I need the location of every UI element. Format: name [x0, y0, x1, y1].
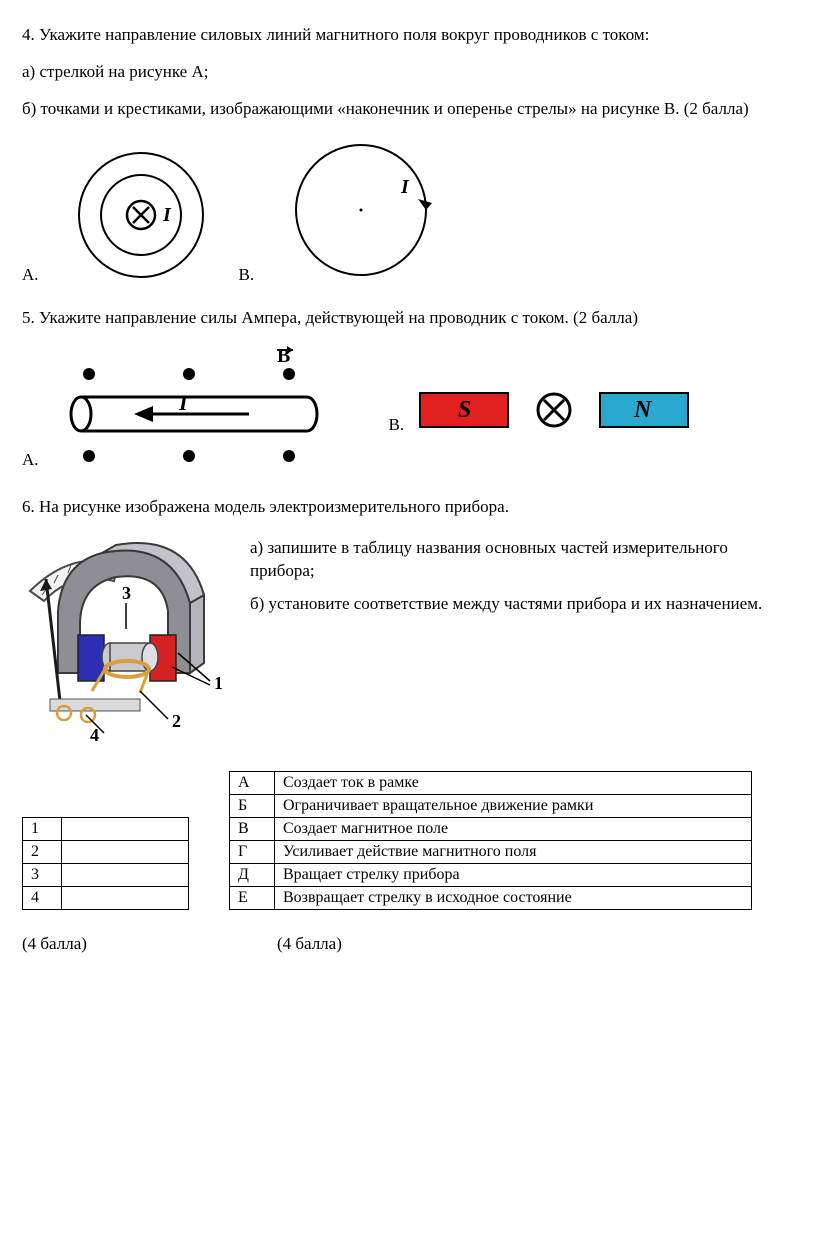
points-left: (4 балла) — [22, 934, 87, 954]
q4-title: 4. Укажите направление силовых линий маг… — [22, 24, 794, 47]
svg-text:I: I — [178, 390, 189, 415]
points-right: (4 балла) — [277, 934, 342, 954]
svg-text:2: 2 — [172, 711, 181, 731]
q4-b: б) точками и крестиками, изображающими «… — [22, 98, 794, 121]
svg-text:I: I — [162, 204, 172, 226]
q4-fig-b: I — [286, 135, 436, 285]
ts-2: 2 — [23, 840, 62, 863]
q6-title: 6. На рисунке изображена модель электрои… — [22, 496, 794, 519]
ts-1: 1 — [23, 817, 62, 840]
q6-a: а) запишите в таблицу названия основных … — [250, 537, 794, 583]
ts-4: 4 — [23, 886, 62, 909]
svg-text:1: 1 — [214, 673, 223, 693]
q5-fig-b: S N — [414, 379, 694, 439]
q6-figure-row: 1 2 3 4 а) запишите в таблицу названия о… — [22, 533, 794, 743]
svg-text:3: 3 — [122, 583, 131, 603]
q4-figures: А. I В. I — [22, 135, 794, 285]
svg-text:S: S — [458, 397, 471, 423]
svg-text:4: 4 — [90, 725, 99, 743]
svg-text:I: I — [400, 176, 410, 198]
q5-title: 5. Укажите направление силы Ампера, дейс… — [22, 307, 794, 330]
q4-a: а) стрелкой на рисунке А; — [22, 61, 794, 84]
points-row: (4 балла) (4 балла) — [22, 934, 794, 954]
q6-b: б) установите соответствие между частями… — [250, 593, 794, 616]
q6-device: 1 2 3 4 — [22, 533, 232, 743]
table-big: АСоздает ток в рамке БОграничивает враща… — [229, 771, 752, 910]
q4-label-b: В. — [239, 265, 255, 285]
q4-label-a: А. — [22, 265, 39, 285]
q5-label-b: В. — [389, 415, 405, 435]
q4-fig-a: I — [71, 145, 211, 285]
tables-row: 1 2 3 4 АСоздает ток в рамке БОграничива… — [22, 771, 794, 910]
q5-label-a: А. — [22, 450, 39, 470]
table-small: 1 2 3 4 — [22, 817, 189, 910]
svg-text:N: N — [633, 397, 653, 423]
q5-figures: А. B I В. S — [22, 344, 794, 474]
q5-fig-a: B I — [49, 344, 329, 474]
ts-3: 3 — [23, 863, 62, 886]
